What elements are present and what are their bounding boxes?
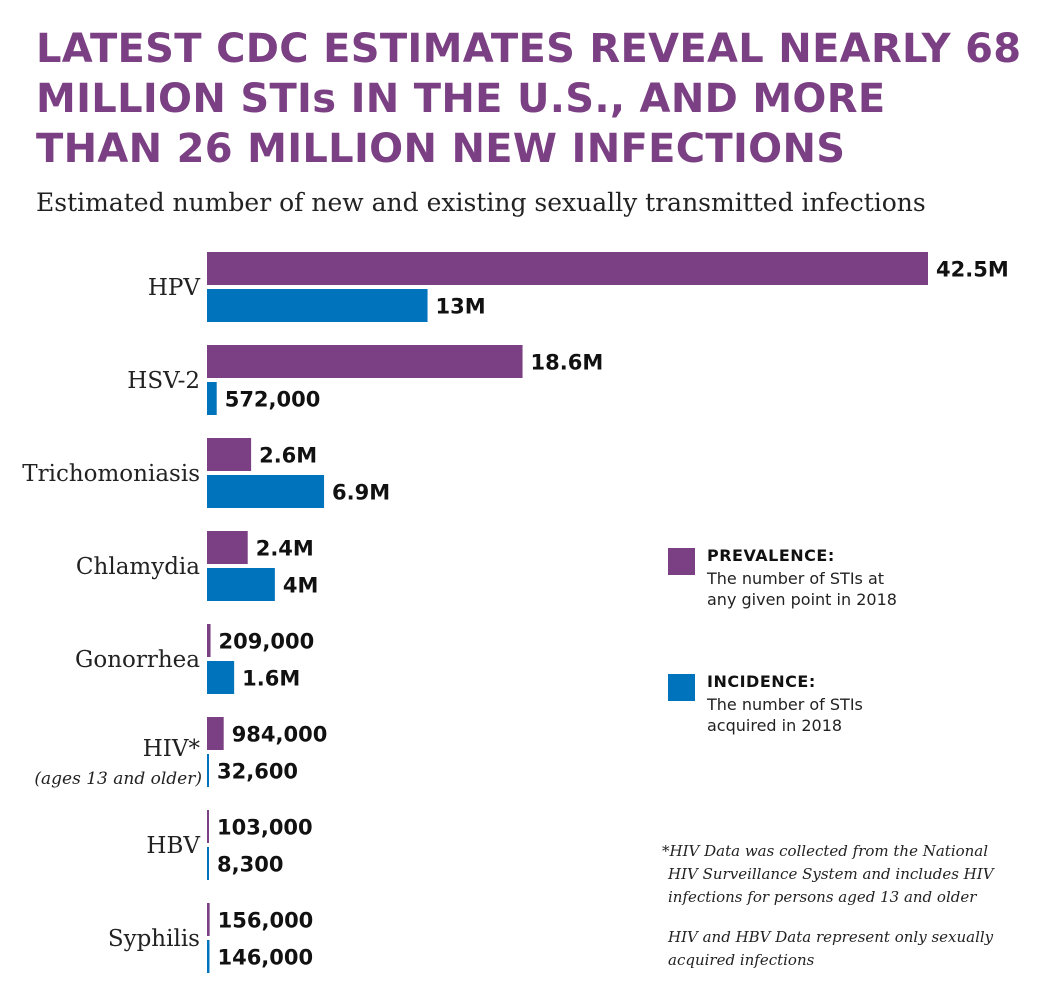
incidence-bar-syphilis bbox=[207, 940, 210, 973]
incidence-bar-hbv bbox=[207, 847, 209, 880]
prevalence-bar-trichomoniasis bbox=[207, 438, 252, 471]
sexual-acquired-note: HIV and HBV Data represent only sexually… bbox=[662, 926, 1012, 972]
prevalence-value-syphilis: 156,000 bbox=[218, 909, 314, 933]
prevalence-bar-hsv-2 bbox=[207, 345, 523, 378]
incidence-legend-desc: The number of STIs acquired in 2018 bbox=[707, 695, 863, 735]
category-sublabel-hiv: (ages 13 and older) bbox=[34, 769, 202, 789]
category-label-hpv: HPV bbox=[148, 275, 201, 301]
incidence-value-syphilis: 146,000 bbox=[217, 946, 313, 970]
incidence-value-trichomoniasis: 6.9M bbox=[332, 481, 390, 505]
incidence-legend-title: INCIDENCE: bbox=[707, 672, 816, 691]
category-label-gonorrhea: Gonorrhea bbox=[75, 647, 200, 673]
prevalence-value-trichomoniasis: 2.6M bbox=[259, 444, 317, 468]
hiv-note-line-2: HIV Surveillance System and includes HIV bbox=[668, 865, 994, 883]
sexual-note-line-1: HIV and HBV Data represent only sexually bbox=[668, 928, 994, 946]
category-label-trichomoniasis: Trichomoniasis bbox=[22, 461, 200, 487]
prevalence-legend-desc: The number of STIs at any given point in… bbox=[707, 569, 897, 609]
prevalence-value-hiv: 984,000 bbox=[232, 723, 328, 747]
category-label-hiv: HIV* bbox=[143, 736, 201, 762]
prevalence-value-hpv: 42.5M bbox=[936, 258, 1009, 282]
prevalence-bar-hiv bbox=[207, 717, 224, 750]
hiv-note-line-1: *HIV Data was collected from the Nationa… bbox=[662, 842, 989, 860]
chart-title: LATEST CDC ESTIMATES REVEAL NEARLY 68 MI… bbox=[36, 26, 1022, 172]
incidence-swatch bbox=[668, 674, 695, 701]
incidence-bar-chlamydia bbox=[207, 568, 275, 601]
incidence-bar-trichomoniasis bbox=[207, 475, 325, 508]
prevalence-value-hsv-2: 18.6M bbox=[531, 351, 604, 375]
prevalence-value-gonorrhea: 209,000 bbox=[219, 630, 315, 654]
prevalence-value-chlamydia: 2.4M bbox=[256, 537, 314, 561]
incidence-bar-gonorrhea bbox=[207, 661, 235, 694]
incidence-bar-hpv bbox=[207, 289, 428, 322]
incidence-value-hbv: 8,300 bbox=[217, 853, 283, 877]
prevalence-bar-hbv bbox=[207, 810, 209, 843]
hiv-note-line-3: infections for persons aged 13 and older bbox=[668, 888, 977, 906]
prevalence-legend-title: PREVALENCE: bbox=[707, 546, 835, 565]
incidence-value-hpv: 13M bbox=[436, 295, 486, 319]
incidence-value-hsv-2: 572,000 bbox=[225, 388, 321, 412]
hiv-data-note: *HIV Data was collected from the Nationa… bbox=[662, 840, 1012, 909]
category-label-hbv: HBV bbox=[146, 833, 200, 859]
prevalence-swatch bbox=[668, 548, 695, 575]
sexual-note-line-2: acquired infections bbox=[668, 951, 815, 969]
incidence-value-chlamydia: 4M bbox=[283, 574, 319, 598]
incidence-value-gonorrhea: 1.6M bbox=[242, 667, 300, 691]
prevalence-bar-hpv bbox=[207, 252, 928, 285]
category-label-chlamydia: Chlamydia bbox=[76, 554, 200, 580]
chart-subtitle: Estimated number of new and existing sex… bbox=[36, 188, 926, 217]
prevalence-bar-gonorrhea bbox=[207, 624, 211, 657]
category-label-hsv-2: HSV-2 bbox=[127, 368, 200, 394]
prevalence-bar-chlamydia bbox=[207, 531, 248, 564]
incidence-bar-hsv-2 bbox=[207, 382, 217, 415]
incidence-value-hiv: 32,600 bbox=[217, 760, 298, 784]
prevalence-value-hbv: 103,000 bbox=[217, 816, 313, 840]
prevalence-bar-syphilis bbox=[207, 903, 210, 936]
category-label-syphilis: Syphilis bbox=[108, 926, 200, 952]
incidence-bar-hiv bbox=[207, 754, 209, 787]
